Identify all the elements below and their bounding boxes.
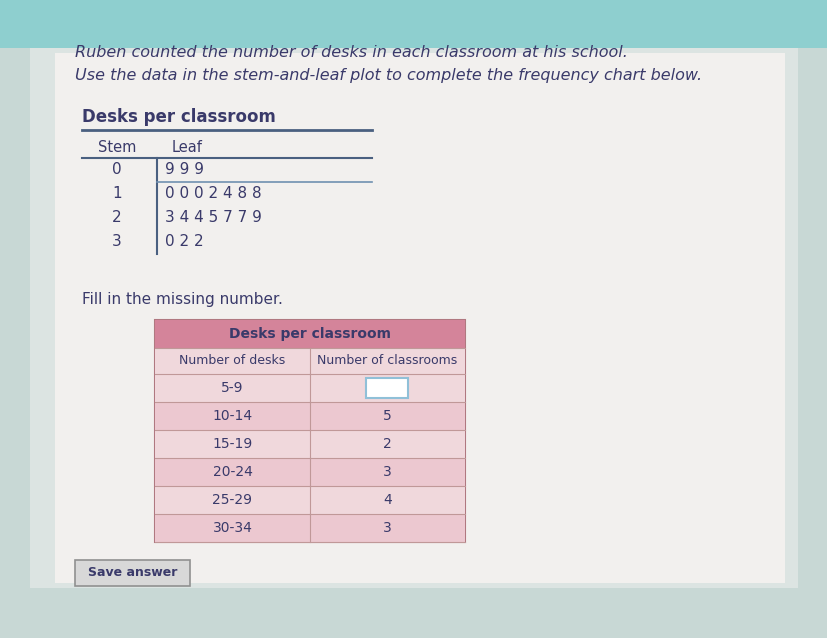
Bar (155, 374, 465, 402)
Text: Desks per classroom: Desks per classroom (229, 327, 390, 341)
Text: Use the data in the stem-and-leaf plot to complete the frequency chart below.: Use the data in the stem-and-leaf plot t… (75, 68, 701, 83)
Bar (155, 514, 465, 542)
Text: Ruben counted the number of desks in each classroom at his school.: Ruben counted the number of desks in eac… (75, 45, 627, 60)
Bar (75, 560, 189, 586)
Text: Save answer: Save answer (88, 567, 177, 579)
Text: 0 0 0 2 4 8 8: 0 0 0 2 4 8 8 (165, 186, 261, 202)
Text: 5-9: 5-9 (221, 381, 243, 395)
Bar (30, 48, 797, 588)
Text: 15-19: 15-19 (212, 437, 252, 451)
Bar (155, 320, 465, 542)
Text: 3 4 4 5 7 7 9: 3 4 4 5 7 7 9 (165, 211, 261, 225)
Text: Number of desks: Number of desks (179, 355, 285, 367)
Bar (155, 458, 465, 486)
Text: 25-29: 25-29 (213, 493, 252, 507)
Bar (155, 486, 465, 514)
Bar (55, 53, 784, 583)
Text: Stem: Stem (98, 140, 136, 156)
Text: 2: 2 (112, 211, 122, 225)
Bar (155, 320, 465, 348)
Text: Fill in the missing number.: Fill in the missing number. (82, 292, 283, 307)
Text: 1: 1 (112, 186, 122, 202)
Bar (0, 0, 827, 48)
Text: Number of classrooms: Number of classrooms (317, 355, 457, 367)
Text: 5: 5 (383, 409, 391, 423)
Text: Leaf: Leaf (172, 140, 203, 156)
Bar (366, 378, 408, 398)
Text: Desks per classroom: Desks per classroom (82, 108, 275, 126)
Text: 3: 3 (112, 235, 122, 249)
Text: 9 9 9: 9 9 9 (165, 163, 203, 177)
Text: 10-14: 10-14 (213, 409, 252, 423)
Text: 0: 0 (112, 163, 122, 177)
Text: 2: 2 (383, 437, 391, 451)
Bar (155, 430, 465, 458)
Bar (155, 348, 465, 374)
Text: 0 2 2: 0 2 2 (165, 235, 203, 249)
Text: 30-34: 30-34 (213, 521, 252, 535)
Text: 4: 4 (383, 493, 391, 507)
Text: 20-24: 20-24 (213, 465, 252, 479)
Text: 3: 3 (383, 521, 391, 535)
Text: 3: 3 (383, 465, 391, 479)
Bar (155, 402, 465, 430)
